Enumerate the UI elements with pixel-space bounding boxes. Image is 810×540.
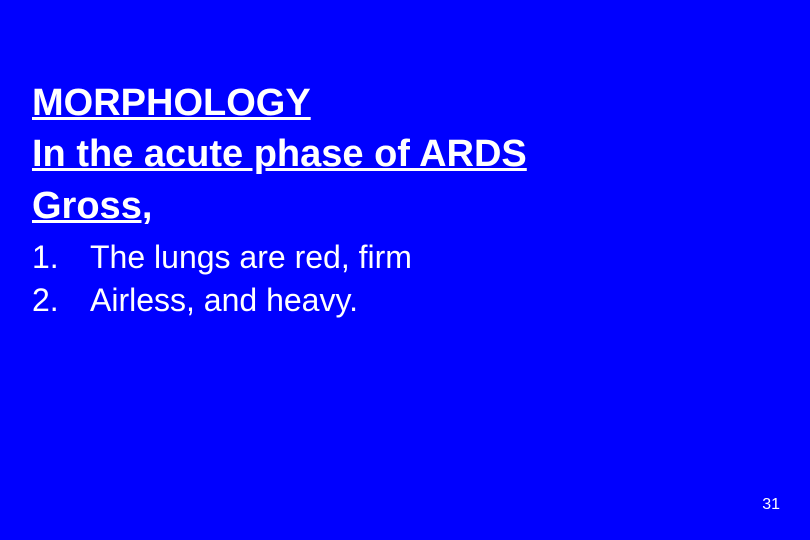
numbered-list: 1. The lungs are red, firm 2. Airless, a… xyxy=(32,236,778,322)
heading-line-1: MORPHOLOGY xyxy=(32,78,778,129)
list-item-number: 2. xyxy=(32,279,90,322)
list-item: 1. The lungs are red, firm xyxy=(32,236,778,279)
heading-line-3: Gross, xyxy=(32,181,778,232)
list-item: 2. Airless, and heavy. xyxy=(32,279,778,322)
list-item-text: Airless, and heavy. xyxy=(90,279,358,322)
page-number: 31 xyxy=(762,496,780,514)
list-item-number: 1. xyxy=(32,236,90,279)
slide: MORPHOLOGY In the acute phase of ARDS Gr… xyxy=(0,0,810,540)
heading-line-2: In the acute phase of ARDS xyxy=(32,129,778,180)
list-item-text: The lungs are red, firm xyxy=(90,236,412,279)
slide-content: MORPHOLOGY In the acute phase of ARDS Gr… xyxy=(32,78,778,322)
